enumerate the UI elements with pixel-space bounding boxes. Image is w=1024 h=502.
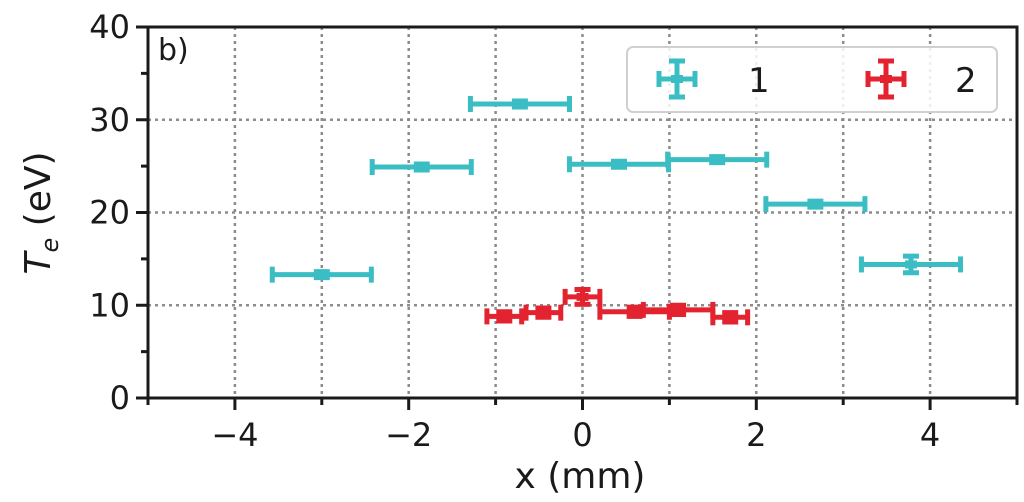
point-marker — [537, 308, 550, 317]
data-point — [566, 156, 672, 173]
data-point — [484, 308, 525, 325]
series-1 — [269, 95, 964, 283]
y-axis-label-subscript: e — [36, 238, 64, 253]
point-marker — [711, 155, 724, 164]
data-point — [710, 309, 751, 326]
x-tick-label: 4 — [920, 416, 940, 454]
x-tick-label: 2 — [746, 416, 766, 454]
point-marker — [628, 307, 641, 316]
series-layer — [269, 95, 964, 326]
legend-marker-series-1 — [656, 58, 698, 100]
y-axis-label-symbol: T — [18, 250, 59, 275]
legend-marker-series-2 — [865, 58, 907, 100]
legend-errorbar-icon — [656, 58, 698, 100]
data-point — [562, 286, 603, 307]
point-marker — [880, 75, 892, 83]
legend-label-series-2: 2 — [955, 61, 977, 101]
y-tick-label: 30 — [89, 101, 130, 139]
point-marker — [809, 200, 822, 209]
y-axis-label-unit: (eV) — [18, 151, 59, 237]
y-tick-label: 10 — [89, 286, 130, 324]
x-tick-label: −2 — [385, 416, 432, 454]
legend: 1 2 — [626, 46, 998, 113]
point-marker — [315, 270, 328, 279]
legend-frame — [626, 46, 998, 113]
point-marker — [612, 160, 625, 169]
point-marker — [498, 312, 511, 321]
data-point — [665, 151, 770, 168]
legend-errorbar-icon — [865, 58, 907, 100]
data-point — [763, 196, 868, 213]
x-tick-label: −4 — [211, 416, 258, 454]
data-point — [858, 253, 964, 276]
point-marker — [576, 292, 589, 301]
legend-label-series-1: 1 — [748, 61, 770, 101]
series-2 — [484, 286, 751, 326]
data-point — [269, 266, 374, 283]
point-marker — [672, 305, 685, 314]
y-tick-label: 0 — [110, 379, 130, 417]
y-tick-label: 40 — [89, 8, 130, 46]
data-point — [467, 95, 572, 112]
point-marker — [415, 163, 428, 172]
point-marker — [724, 313, 737, 322]
data-point — [523, 304, 564, 321]
point-marker — [671, 75, 683, 83]
x-axis-label: x (mm) — [515, 456, 646, 497]
y-tick-label: 20 — [89, 194, 130, 232]
x-tick-label: 0 — [572, 416, 592, 454]
data-point — [369, 159, 474, 176]
point-marker — [904, 260, 917, 269]
panel-label: b) — [158, 33, 189, 68]
y-axis-label: Te (eV) — [18, 151, 64, 274]
point-marker — [513, 99, 526, 108]
